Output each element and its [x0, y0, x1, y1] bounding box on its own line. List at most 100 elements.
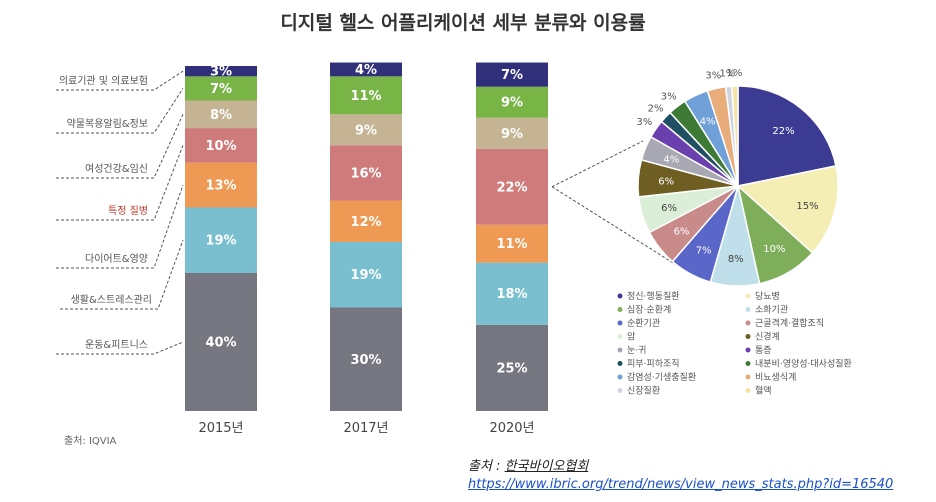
- legend-label: 비뇨생식계: [755, 371, 796, 383]
- category-label: 약물복용알림&정보: [67, 118, 148, 130]
- bar-value-label: 18%: [496, 287, 527, 302]
- pie-slice-label: 3%: [705, 71, 721, 82]
- bar-value-label: 9%: [355, 123, 377, 138]
- legend-swatch: [745, 374, 751, 380]
- category-leader-line: [56, 145, 184, 221]
- legend-swatch: [745, 388, 751, 393]
- bar-segment-5-2: [330, 114, 402, 146]
- legend-label: 심장·순환계: [627, 304, 671, 316]
- bar-value-label: 19%: [350, 268, 381, 283]
- category-leader-line: [56, 70, 184, 91]
- legend-label: 암: [627, 331, 635, 343]
- bar-value-label: 13%: [205, 179, 236, 194]
- legend-label: 정신·행동질환: [627, 290, 680, 302]
- category-label: 운동&피트니스: [85, 339, 148, 351]
- chart-title: 디지털 헬스 어플리케이션 세부 분류와 이용률: [280, 12, 645, 34]
- legend-label: 근골격계·결합조직: [755, 317, 824, 329]
- legend-swatch: [745, 347, 751, 353]
- bar-segment-6-2: [330, 76, 402, 115]
- category-leader-line: [56, 341, 184, 355]
- bar-value-label: 10%: [205, 139, 236, 154]
- bar-value-label: 4%: [355, 63, 377, 78]
- legend-label: 순환기관: [627, 317, 660, 329]
- bar-segment-2-1: [185, 207, 257, 273]
- bar-segment-3-2: [330, 200, 402, 242]
- bar-value-label: 3%: [210, 65, 232, 80]
- legend-label: 신경계: [755, 331, 780, 343]
- x-axis-ticks: 2015년 2017년 2020년: [198, 421, 534, 436]
- pie-slice-label: 1%: [727, 68, 743, 79]
- pie-slice-label: 4%: [663, 155, 679, 166]
- legend-label: 감염성·기생충질환: [627, 371, 696, 383]
- legend-label: 혈액: [755, 385, 772, 397]
- legend-swatch: [617, 320, 623, 326]
- credit-source-label: 출처 :: [468, 459, 505, 474]
- bar-value-label: 9%: [501, 127, 523, 142]
- pie-slice-label: 6%: [658, 176, 674, 187]
- pie-slice-label: 4%: [700, 117, 716, 128]
- bar-value-label: 11%: [350, 89, 381, 104]
- x-tick-label: 2015년: [198, 421, 243, 436]
- legend-label: 신장질환: [627, 385, 660, 397]
- bar-segment-1-2: [330, 307, 402, 411]
- pie-slice: [730, 85, 739, 187]
- bar-value-label: 7%: [501, 68, 523, 83]
- pie-slice-label: 22%: [772, 126, 794, 137]
- credit-url-link[interactable]: https://www.ibric.org/trend/news/view_ne…: [468, 477, 894, 492]
- pie-slice-label: 10%: [763, 244, 785, 255]
- credit-block: 출처 : 한국바이오협회 https://www.ibric.org/trend…: [468, 458, 893, 494]
- bar-value-label: 25%: [496, 361, 527, 376]
- category-label: 특정 질병: [108, 205, 148, 217]
- pie-slice: [737, 85, 837, 187]
- x-tick-label: 2017년: [343, 421, 388, 436]
- pie-slice-label: 3%: [636, 117, 652, 128]
- pie-slice-label: 8%: [728, 254, 744, 265]
- legend-swatch: [617, 307, 623, 312]
- bar-segment-7-2: [330, 62, 402, 77]
- legend-label: 내분비·영양성·대사성질환: [755, 358, 852, 370]
- bar-value-label: 9%: [501, 96, 523, 111]
- legend-swatch: [745, 320, 751, 326]
- legend-swatch: [617, 293, 623, 299]
- stacked-bars: 40% 19% 13% 10% 8% 7% 3% 30% 19% 12% 16% 9% 11% 4% 25%…: [185, 62, 548, 411]
- legend-swatch: [617, 347, 623, 353]
- category-label: 다이어트&영양: [85, 253, 148, 265]
- bar-value-label: 12%: [350, 215, 381, 230]
- bar-value-label: 22%: [496, 180, 527, 195]
- pie-slice: [736, 165, 839, 254]
- bar-segment-4-3: [476, 148, 548, 225]
- bar-segment-4-1: [185, 128, 257, 163]
- legend-swatch: [745, 293, 751, 299]
- category-labels: 운동&피트니스 생활&스트레스관리 다이어트&영양 특정 질병 여성건강&임신 약물복용알…: [56, 70, 184, 355]
- bar-segment-4-2: [330, 145, 402, 201]
- pie-slice-label: 1%: [719, 68, 735, 79]
- pie-slice-label: 7%: [696, 245, 712, 256]
- legend-label: 당뇨병: [755, 291, 780, 302]
- legend-swatch: [745, 361, 751, 366]
- pie-slice-label: 6%: [661, 203, 677, 214]
- bar-segment-5-3: [476, 117, 548, 149]
- legend-swatch: [745, 307, 751, 312]
- bar-value-label: 40%: [205, 336, 236, 351]
- pie-slice-label: 2%: [648, 103, 664, 114]
- category-leader-line: [56, 88, 184, 134]
- legend-swatch: [617, 388, 623, 393]
- source-note: 출처: IQVIA: [64, 435, 117, 447]
- bar-segment-7-1: [185, 66, 257, 77]
- legend-label: 피부·피하조직: [627, 359, 680, 370]
- pie-slice-label: 6%: [674, 227, 690, 238]
- category-leader-line: [56, 114, 184, 179]
- bar-value-label: 7%: [210, 82, 232, 97]
- pie-connector-top: [551, 140, 644, 188]
- credit-source-line: 출처 : 한국바이오협회: [468, 458, 893, 476]
- bar-segment-6-1: [185, 76, 257, 101]
- bar-value-label: 16%: [350, 166, 381, 181]
- bar-segment-3-3: [476, 224, 548, 263]
- legend-label: 눈·귀: [627, 345, 646, 356]
- bar-value-label: 11%: [496, 237, 527, 252]
- bar-segment-7-3: [476, 62, 548, 87]
- legend-swatch: [745, 334, 751, 339]
- legend-swatch: [617, 334, 623, 339]
